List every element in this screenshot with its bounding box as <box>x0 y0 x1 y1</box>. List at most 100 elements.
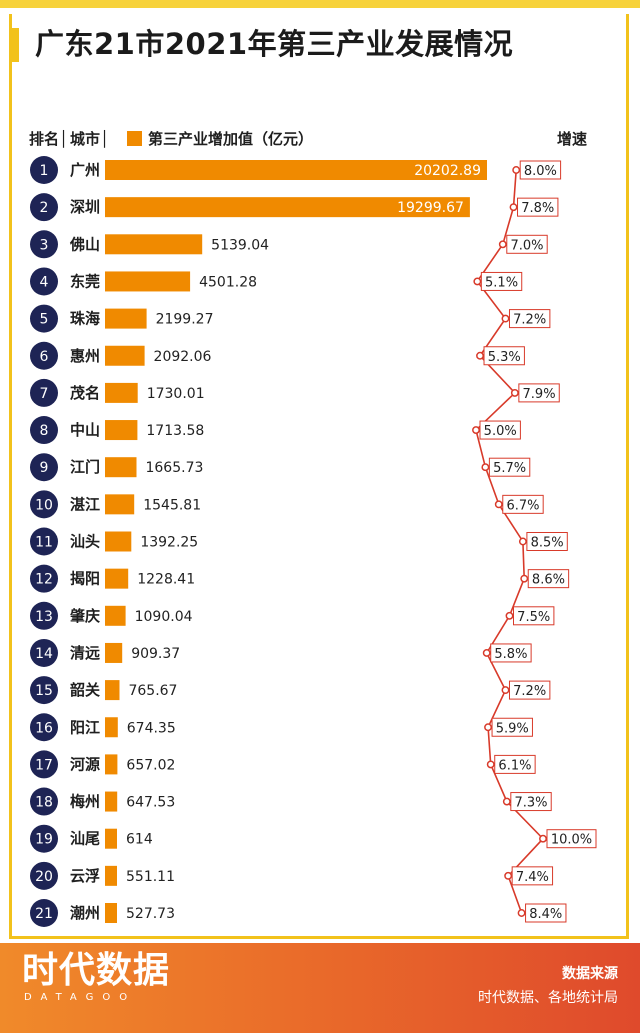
growth-label-box <box>480 271 523 291</box>
value-label: 657.02 <box>126 757 175 773</box>
city-label: 云浮 <box>70 867 100 885</box>
growth-label-box <box>494 754 536 774</box>
value-bar <box>105 865 117 886</box>
rank-number: 18 <box>35 795 53 811</box>
growth-label: 5.9% <box>496 721 529 736</box>
value-label: 1545.81 <box>143 497 201 513</box>
growth-label-box <box>511 866 554 886</box>
value-bar <box>105 605 126 626</box>
growth-label: 5.8% <box>494 647 527 662</box>
city-label: 汕头 <box>70 533 100 551</box>
legend-swatch <box>127 131 142 146</box>
growth-label-box <box>508 309 551 329</box>
value-label: 1392.25 <box>140 535 198 551</box>
growth-point <box>494 500 503 509</box>
growth-label: 6.7% <box>506 498 539 513</box>
growth-point <box>498 240 507 249</box>
growth-label-box <box>488 457 531 477</box>
city-label: 梅州 <box>70 793 100 811</box>
growth-label-box <box>483 346 525 366</box>
value-label: 5139.04 <box>211 237 269 253</box>
rank-number: 7 <box>40 386 49 402</box>
growth-label-box <box>546 829 597 849</box>
value-bar <box>105 197 470 218</box>
growth-label: 7.9% <box>523 387 556 402</box>
value-label: 1665.73 <box>145 460 203 476</box>
growth-label: 7.8% <box>521 201 554 216</box>
value-label: 19299.67 <box>397 200 464 216</box>
value-bar <box>105 382 138 403</box>
rank-circle <box>30 378 58 407</box>
growth-label-box <box>502 494 544 514</box>
rank-circle <box>30 676 58 705</box>
top-accent-bar <box>0 0 640 8</box>
value-label: 551.11 <box>126 869 175 885</box>
value-bar <box>105 791 118 812</box>
city-label: 惠州 <box>70 347 100 365</box>
rank-number: 11 <box>35 535 53 551</box>
growth-label: 7.0% <box>510 238 543 253</box>
city-label: 阳江 <box>70 718 100 736</box>
rank-number: 5 <box>40 312 49 328</box>
growth-point <box>539 834 547 843</box>
logo-text: 时代数据 <box>22 950 171 991</box>
growth-label: 8.6% <box>532 573 565 588</box>
rank-circle <box>30 601 58 630</box>
value-bar <box>105 234 203 255</box>
rank-circle <box>30 230 58 259</box>
rank-circle <box>30 564 58 593</box>
growth-label: 8.5% <box>531 536 564 551</box>
rank-circle <box>30 713 58 742</box>
growth-point <box>482 649 491 657</box>
value-label: 1730.01 <box>147 386 205 402</box>
value-bar <box>105 494 135 515</box>
rank-circle <box>30 193 58 222</box>
growth-label: 8.4% <box>529 907 562 922</box>
city-label: 肇庆 <box>69 607 100 625</box>
growth-point <box>472 426 480 434</box>
growth-label: 7.5% <box>517 610 550 625</box>
value-label: 765.67 <box>128 683 177 699</box>
growth-label-box <box>490 643 532 663</box>
rank-number: 2 <box>40 200 49 216</box>
value-bar <box>105 754 118 775</box>
growth-label: 8.0% <box>524 164 557 179</box>
growth-point <box>476 351 484 360</box>
growth-point <box>502 797 511 806</box>
growth-point <box>486 760 495 769</box>
rank-number: 13 <box>35 609 53 625</box>
rank-circle <box>30 899 58 927</box>
rank-circle <box>30 787 58 816</box>
city-label: 揭阳 <box>70 570 100 588</box>
value-label: 20202.89 <box>414 163 481 179</box>
growth-label: 10.0% <box>551 833 592 848</box>
rank-number: 14 <box>35 646 53 662</box>
rank-circle <box>30 156 58 184</box>
header-value: 第三产业增加值（亿元） <box>148 130 314 148</box>
growth-label-box <box>506 234 548 254</box>
rank-number: 9 <box>40 460 49 476</box>
value-bar <box>105 717 118 738</box>
growth-label-box <box>526 532 568 551</box>
growth-label: 7.4% <box>516 870 549 885</box>
city-label: 佛山 <box>69 235 100 253</box>
header-city: 城市│ <box>70 130 110 148</box>
growth-label: 5.0% <box>484 424 517 439</box>
value-label: 1228.41 <box>137 572 195 588</box>
page-title: 广东21市2021年第三产业发展情况 <box>35 27 514 61</box>
rank-circle <box>30 527 58 556</box>
growth-label: 5.3% <box>488 350 521 365</box>
rank-circle <box>30 341 58 370</box>
growth-point <box>505 611 514 620</box>
value-bar <box>105 828 117 849</box>
value-bar <box>105 271 191 292</box>
growth-point <box>510 388 519 397</box>
value-bar <box>105 568 129 589</box>
city-label: 潮州 <box>70 904 100 922</box>
value-bar <box>105 642 123 663</box>
value-label: 1090.04 <box>135 609 193 625</box>
growth-point <box>509 203 518 212</box>
rank-circle <box>30 861 58 890</box>
growth-label: 5.7% <box>493 461 526 476</box>
